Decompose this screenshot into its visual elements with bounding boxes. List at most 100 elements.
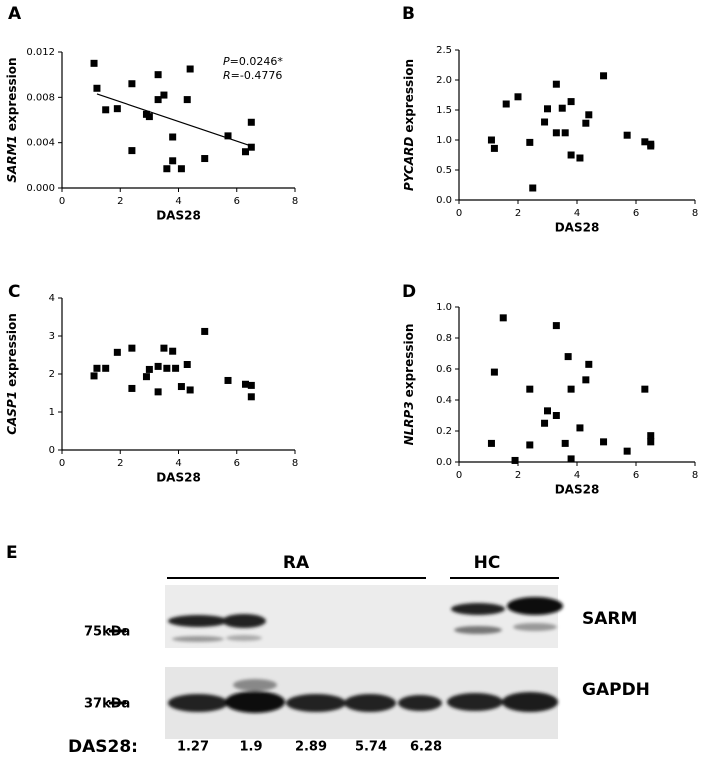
das28-value: 2.89 [295,740,327,755]
annotation-symbol: R [223,69,231,82]
point [201,327,209,335]
x-tick-label: 6 [633,208,639,219]
point [561,129,569,137]
bands [168,597,563,713]
point [544,407,551,415]
panel-letter: C [8,282,20,302]
trend-line [96,93,252,147]
point [511,456,519,464]
point [582,376,590,384]
point [163,165,171,173]
annotation-value: =-0.4776 [231,69,283,82]
point [541,419,549,427]
y-label-text: expression [5,57,19,131]
x-axis-label: DAS28 [555,221,600,235]
y-tick-label: 0.8 [436,333,452,344]
point [490,368,498,376]
point [558,104,566,112]
point [186,386,194,394]
point [567,455,575,463]
x-tick-label: 8 [292,196,298,207]
x-tick-label: 4 [175,196,181,207]
y-tick-label: 0.5 [436,165,452,176]
point [93,84,101,92]
das28-value: 1.27 [177,740,209,755]
point [544,105,551,113]
point [623,447,631,455]
point [113,105,121,113]
point [128,384,136,392]
point [142,373,150,381]
point [169,157,177,165]
blot-membrane [165,585,558,648]
point [502,100,510,108]
point [567,385,575,393]
panel-letter: D [402,282,416,302]
band-label: SARM [582,609,637,629]
x-tick-label: 2 [515,470,521,481]
point [113,348,121,356]
point [552,129,560,137]
point [567,151,575,159]
x-axis-label: DAS28 [156,209,201,223]
point [163,364,171,372]
point [186,65,194,73]
y-tick-label: 2.0 [436,75,452,86]
point [564,353,572,361]
chart: D 0 2 4 6 8 0.0 0.2 0.4 0.6 0.8 1.0 DAS28 NLRP3 expres… [402,282,699,497]
y-label-text: expression [402,59,416,133]
x-tick-label: 2 [117,196,123,207]
x-tick-label: 0 [456,470,462,481]
x-axis-label: DAS28 [555,483,600,497]
y-tick-label: 0.012 [26,47,55,58]
panel-letter: B [402,4,415,24]
point [541,118,549,126]
point [128,344,136,352]
point [224,132,232,140]
point [247,381,255,389]
point [641,385,649,393]
point [183,96,191,104]
x-tick-label: 6 [234,196,240,207]
y-tick-label: 0.000 [26,183,55,194]
point [647,432,655,440]
panel-letter: A [8,4,22,24]
y-tick-label: 1 [49,407,55,418]
y-label-text: expression [5,313,19,387]
point [177,165,185,173]
y-tick-label: 0.4 [436,395,452,406]
x-tick-label: 6 [234,458,240,469]
y-tick-label: 0.2 [436,426,452,437]
annotation: R=-0.4776 [223,69,282,82]
y-label-gene: NLRP3 [402,401,416,445]
panel-letter: E [6,543,18,563]
point [526,385,534,393]
point [169,133,177,141]
y-tick-label: 0.008 [26,92,55,103]
point [487,439,495,447]
size-marker: 75kDa [84,625,130,640]
point [600,438,608,446]
point [647,438,655,446]
point [154,362,162,370]
point [102,364,110,372]
point [169,347,177,355]
chart: A 0 2 4 6 8 0.000 0.004 0.008 0.012 DAS28 SARM1 expr… [5,4,299,223]
x-tick-label: 8 [692,470,698,481]
x-tick-label: 2 [515,208,521,219]
point [499,314,507,322]
x-tick-label: 8 [692,208,698,219]
point [177,383,185,391]
point [90,372,98,380]
point [600,72,608,80]
point [201,155,209,163]
point [529,184,537,192]
point [487,136,495,144]
y-tick-label: 3 [49,331,55,342]
point [102,106,110,114]
point [224,376,232,384]
point [526,441,534,449]
point [160,344,168,352]
annotation: P=0.0246* [223,55,283,68]
